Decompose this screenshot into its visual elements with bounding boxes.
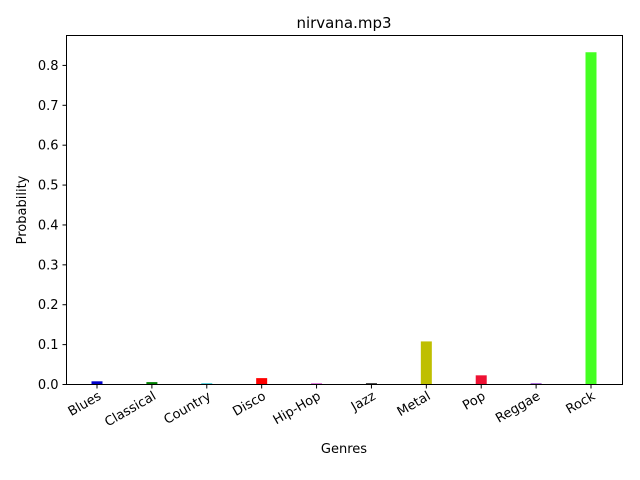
x-tick-label: Metal <box>395 389 434 420</box>
y-tick-label: 0.3 <box>38 258 59 273</box>
x-tick-label: Classical <box>102 389 158 430</box>
y-tick-label: 0.6 <box>38 139 59 154</box>
x-tick-label: Rock <box>564 389 599 418</box>
bar-rock <box>585 52 597 385</box>
plot-frame <box>66 35 623 385</box>
bar-blues <box>91 381 103 385</box>
y-tick-label: 0.1 <box>38 338 59 353</box>
x-tick-label: Jazz <box>348 389 379 415</box>
x-tick-label: Blues <box>66 389 104 420</box>
x-axis-label: Genres <box>321 442 367 457</box>
x-tick-label: Pop <box>460 389 488 414</box>
bar-reggae <box>530 383 542 385</box>
y-axis-label: Probability <box>15 175 30 244</box>
x-tick-label: Disco <box>230 389 268 420</box>
bar-metal <box>420 341 432 385</box>
x-tick-label: Hip-Hop <box>271 389 324 428</box>
y-tick-label: 0.5 <box>38 179 59 194</box>
bar-jazz <box>365 383 377 385</box>
y-tick-label: 0.7 <box>38 99 59 114</box>
bar-hip-hop <box>311 383 323 385</box>
chart-title: nirvana.mp3 <box>296 14 391 32</box>
y-tick-label: 0.4 <box>38 218 59 233</box>
y-tick-label: 0.2 <box>38 298 59 313</box>
y-axis-ticks: 0.0 0.1 0.2 0.3 0.4 0.5 0.6 0.7 0.8 <box>38 59 67 393</box>
bar-country <box>201 383 213 385</box>
bars-group <box>91 52 597 385</box>
x-tick-label: Country <box>162 389 214 428</box>
bar-disco <box>256 378 268 385</box>
x-tick-label: Reggae <box>493 389 543 426</box>
bar-pop <box>475 375 487 385</box>
y-tick-label: 0.0 <box>38 378 59 393</box>
bar-classical <box>146 382 158 385</box>
y-tick-label: 0.8 <box>38 59 59 74</box>
